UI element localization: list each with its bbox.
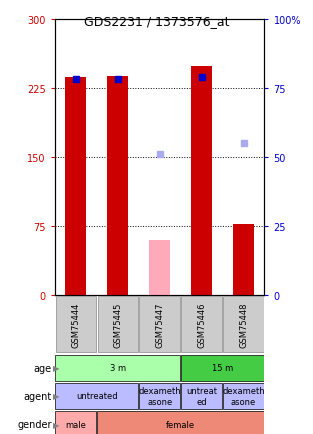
Text: female: female bbox=[166, 420, 195, 429]
Text: GSM75447: GSM75447 bbox=[155, 302, 164, 347]
Text: agent: agent bbox=[23, 391, 52, 401]
Text: untreat
ed: untreat ed bbox=[186, 386, 217, 406]
Text: GSM75446: GSM75446 bbox=[197, 302, 206, 347]
Bar bbox=[223, 383, 264, 409]
Bar bbox=[56, 296, 96, 352]
Bar bbox=[182, 296, 222, 352]
Text: gender: gender bbox=[17, 419, 52, 429]
Bar bbox=[140, 296, 180, 352]
Bar bbox=[223, 296, 264, 352]
Bar bbox=[55, 355, 180, 381]
Bar bbox=[181, 383, 222, 409]
Bar bbox=[107, 76, 128, 295]
Text: age: age bbox=[33, 363, 52, 373]
Bar bbox=[98, 296, 138, 352]
Text: GSM75445: GSM75445 bbox=[113, 302, 122, 347]
Text: dexameth
asone: dexameth asone bbox=[222, 386, 265, 406]
Bar bbox=[233, 224, 254, 295]
Bar bbox=[139, 383, 180, 409]
Text: ▶: ▶ bbox=[53, 363, 60, 372]
Text: GDS2231 / 1373576_at: GDS2231 / 1373576_at bbox=[84, 15, 229, 28]
Bar bbox=[55, 383, 138, 409]
Bar bbox=[181, 355, 264, 381]
Text: GSM75444: GSM75444 bbox=[71, 302, 80, 347]
Bar bbox=[191, 67, 212, 295]
Text: 3 m: 3 m bbox=[110, 363, 126, 372]
Text: GSM75448: GSM75448 bbox=[239, 302, 248, 347]
Bar bbox=[149, 240, 170, 295]
Text: ▶: ▶ bbox=[53, 420, 60, 429]
Text: dexameth
asone: dexameth asone bbox=[138, 386, 181, 406]
Bar bbox=[55, 411, 96, 434]
Text: ▶: ▶ bbox=[53, 391, 60, 401]
Bar bbox=[97, 411, 264, 434]
Text: 15 m: 15 m bbox=[212, 363, 233, 372]
Text: male: male bbox=[65, 420, 86, 429]
Bar bbox=[65, 77, 86, 295]
Text: untreated: untreated bbox=[76, 391, 117, 401]
